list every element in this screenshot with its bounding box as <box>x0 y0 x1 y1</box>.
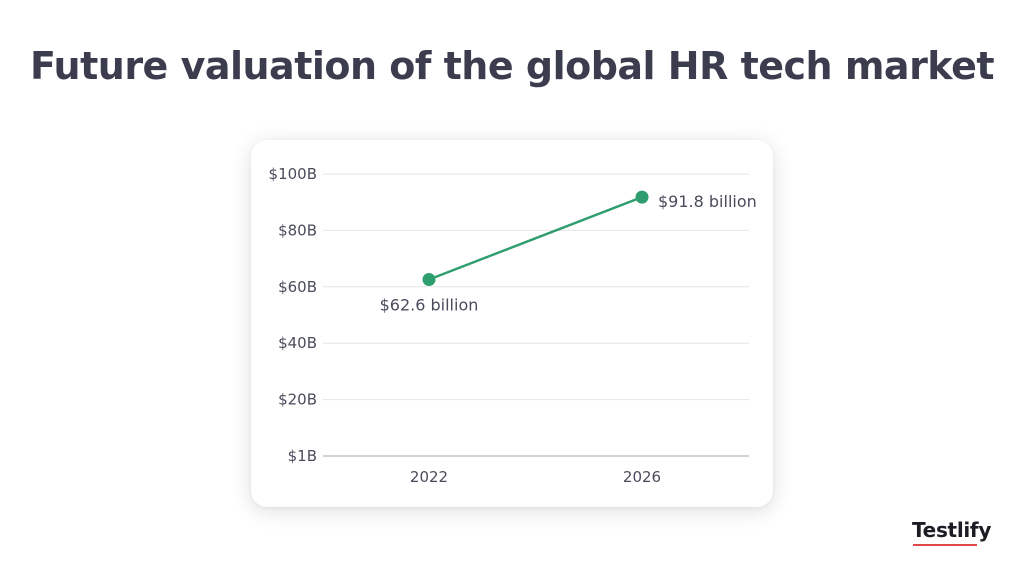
y-tick-label: $20B <box>278 391 317 409</box>
y-tick-label: $80B <box>278 221 317 239</box>
data-label: $91.8 billion <box>658 192 757 211</box>
chart-card: $1B $20B $40B $60B $80B $100B 2022 2026 $62.6 bi… <box>251 140 773 507</box>
chart-title: Future valuation of the global HR tech m… <box>29 44 995 88</box>
line-chart: $1B $20B $40B $60B $80B $100B 2022 2026 $62.6 bi… <box>269 165 757 486</box>
y-tick-label: $1B <box>288 447 317 465</box>
data-point <box>635 190 649 204</box>
brand-logo-underline <box>913 544 977 546</box>
y-tick-label: $60B <box>278 278 317 296</box>
data-point <box>422 272 436 286</box>
x-tick-label: 2026 <box>623 468 661 486</box>
x-tick-label: 2022 <box>410 468 448 486</box>
series-line <box>427 195 644 281</box>
data-label: $62.6 billion <box>380 295 479 314</box>
y-tick-label: $100B <box>269 165 317 183</box>
brand-logo: Testlify <box>912 518 992 542</box>
y-tick-label: $40B <box>278 334 317 352</box>
